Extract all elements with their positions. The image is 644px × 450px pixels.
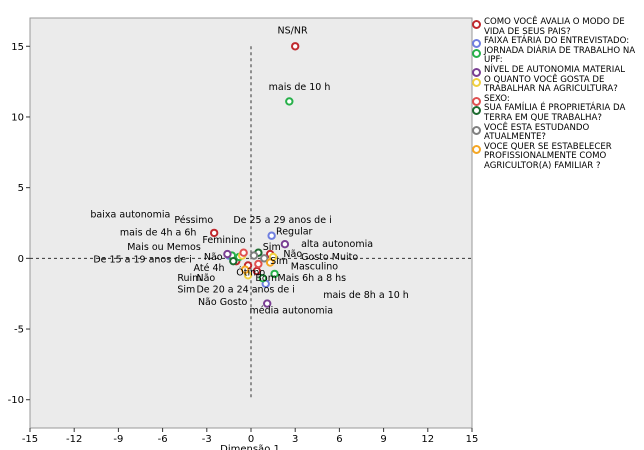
legend-label: COMO VOCÊ AVALIA O MODO DE VIDA DE SEUS …	[484, 17, 625, 37]
data-point	[267, 231, 276, 240]
legend-label: SEXO:	[484, 93, 510, 104]
legend-label: JORNADA DIÁRIA DE TRABALHO NA UPF:	[484, 45, 636, 66]
x-tick-label: 6	[336, 434, 342, 445]
legend-marker-icon	[472, 125, 481, 135]
legend-marker-icon	[472, 48, 481, 58]
legend-marker-icon	[472, 144, 481, 154]
point-label: Mais 6h a 8 hs	[278, 273, 347, 284]
x-tick-label: -3	[202, 434, 212, 445]
data-point	[249, 251, 259, 260]
data-point	[291, 42, 300, 51]
y-tick-label: -5	[14, 325, 24, 336]
y-tick-label: -10	[8, 395, 24, 406]
data-point	[260, 254, 269, 263]
point-label: De 15 a 19 anos de i	[93, 255, 191, 266]
legend-item: VOCÊ ESTA ESTUDANDO ATUALMENTE?	[470, 122, 642, 143]
legend-label: NÍVEL DE AUTONOMIA MATERIAL	[484, 64, 625, 75]
point-label: Péssimo	[174, 215, 213, 226]
point-label: Ótimo	[236, 266, 265, 278]
data-point	[265, 258, 275, 267]
point-label: Gosto Muito	[301, 252, 358, 263]
point-label: alta autonomia	[301, 239, 373, 250]
data-point	[280, 240, 290, 249]
legend-label: VOCÊ ESTA ESTUDANDO ATUALMENTE?	[484, 122, 590, 143]
point-label: Não	[196, 273, 215, 284]
y-tick-label: 10	[11, 112, 24, 123]
legend-item: SEXO:	[470, 93, 642, 106]
point-label: mais de 8h a 10 h	[323, 290, 409, 301]
point-label: Sim	[177, 284, 195, 295]
data-point	[240, 265, 250, 274]
legend-item: O QUANTO VOCÊ GOSTA DE TRABALHAR NA AGRI…	[470, 74, 642, 95]
point-label: média autonomia	[250, 305, 334, 316]
point-label: Ruim	[177, 273, 201, 284]
y-tick-label: 5	[18, 183, 24, 194]
legend-item: JORNADA DIÁRIA DE TRABALHO NA UPF:	[470, 45, 642, 66]
point-label: mais de 10 h	[269, 82, 331, 93]
point-label: Sim	[270, 256, 288, 267]
legend-item: COMO VOCÊ AVALIA O MODO DE VIDA DE SEUS …	[470, 17, 642, 37]
y-tick-label: 0	[18, 254, 24, 265]
legend-marker-icon	[472, 96, 481, 106]
legend-label: O QUANTO VOCÊ GOSTA DE TRABALHAR NA AGRI…	[484, 74, 618, 95]
point-label: Não	[204, 252, 223, 263]
x-tick-label: 12	[421, 434, 434, 445]
legend-marker-icon	[472, 39, 481, 49]
data-point	[209, 228, 219, 238]
point-label: Sim	[263, 242, 281, 253]
legend-label: SUA FAMÍLIA É PROPRIETÁRIA DA TERRA EM Q…	[484, 103, 626, 123]
point-label: mais de 4h a 6h	[120, 228, 197, 239]
point-label: NS/NR	[278, 26, 308, 37]
data-point	[223, 249, 232, 259]
x-tick-label: 3	[292, 434, 298, 445]
data-point	[254, 259, 263, 269]
point-label: Não Gosto	[198, 297, 248, 308]
point-label: Feminino	[202, 235, 245, 246]
point-label: Masculino	[291, 262, 339, 273]
point-label: Bom	[255, 273, 277, 284]
data-point	[285, 97, 294, 106]
legend-label: VOCE QUER SE ESTABELECER PROFISSIONALMEN…	[484, 141, 612, 171]
x-axis-label: Dimensão 1	[220, 444, 280, 450]
data-point	[263, 299, 272, 308]
x-tick-label: -9	[113, 434, 123, 445]
data-point	[229, 256, 238, 266]
point-label: Regular	[276, 226, 313, 237]
legend-item: VOCE QUER SE ESTABELECER PROFISSIONALMEN…	[470, 141, 642, 172]
legend-item: FAIXA ETÁRIA DO ENTREVISTADO:	[470, 36, 642, 49]
point-label: Não	[283, 249, 302, 260]
point-label: Até 4h	[194, 263, 225, 274]
x-tick-label: -15	[22, 434, 38, 445]
data-point	[258, 273, 267, 283]
point-label: baixa autonomia	[90, 209, 170, 220]
x-tick-label: -12	[66, 434, 82, 445]
legend-marker-icon	[472, 106, 481, 116]
x-tick-label: 9	[380, 434, 386, 445]
x-tick-label: 15	[466, 434, 479, 445]
point-label: Mais ou Memos	[127, 242, 201, 253]
data-point	[270, 269, 279, 279]
legend-marker-icon	[472, 67, 481, 77]
legend-marker-icon	[472, 20, 481, 29]
data-point	[239, 248, 248, 257]
legend-item: NÍVEL DE AUTONOMIA MATERIAL	[470, 64, 642, 77]
y-tick-label: 15	[11, 42, 24, 53]
point-label: De 25 a 29 anos de i	[233, 215, 331, 226]
x-tick-label: 0	[248, 434, 254, 445]
legend-item: SUA FAMÍLIA É PROPRIETÁRIA DA TERRA EM Q…	[470, 104, 642, 123]
x-tick-label: -6	[158, 434, 168, 445]
legend: COMO VOCÊ AVALIA O MODO DE VIDA DE SEUS …	[470, 17, 642, 172]
legend-label: FAIXA ETÁRIA DO ENTREVISTADO:	[484, 36, 630, 47]
point-label: De 20 a 24 anos de i	[196, 284, 294, 295]
legend-marker-icon	[472, 77, 481, 87]
